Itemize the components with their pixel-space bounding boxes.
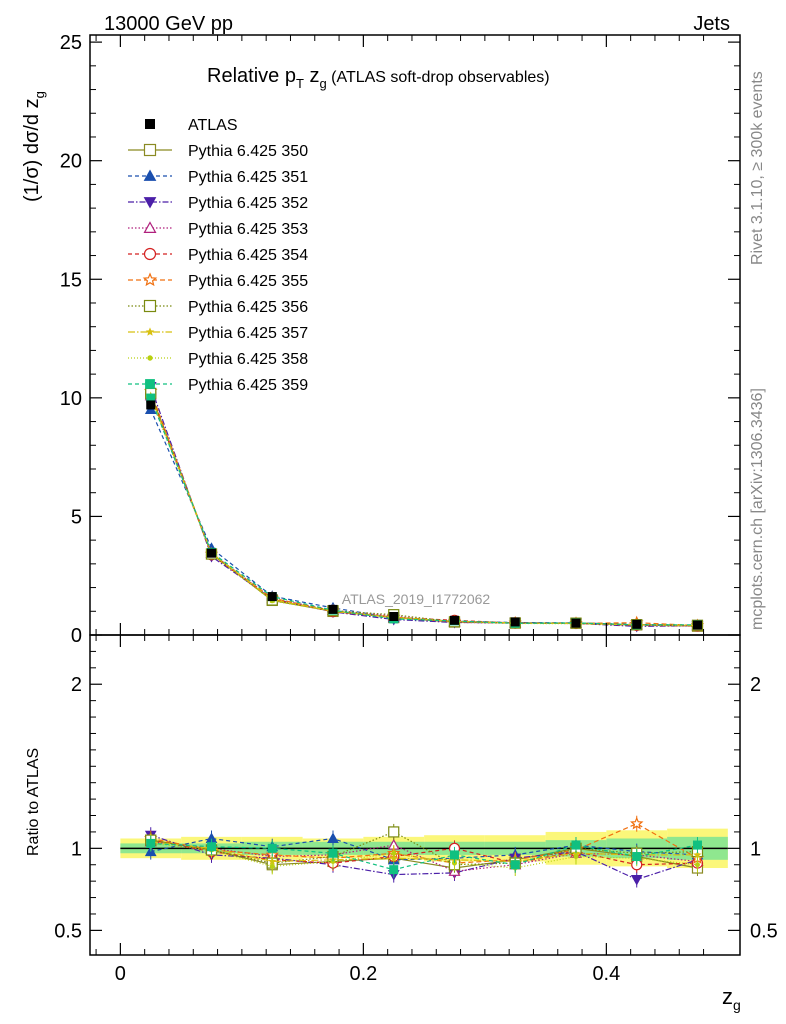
ratio-series-line <box>150 837 698 861</box>
rivet-label: Rivet 3.1.10, ≥ 300k events <box>749 71 766 265</box>
x-tick-label: 0.4 <box>592 963 620 985</box>
legend-entry: Pythia 6.425 357 <box>128 325 308 342</box>
analysis-watermark: ATLAS_2019_I1772062 <box>342 591 491 607</box>
ratio-point <box>328 848 338 858</box>
legend-marker <box>145 379 155 389</box>
x-tick-label: 0.2 <box>349 963 377 985</box>
series-line <box>150 409 698 626</box>
legend-marker <box>143 299 157 313</box>
data-point <box>449 615 459 625</box>
legend-label: ATLAS <box>188 117 238 134</box>
ratio-tick-label: 2 <box>71 674 82 696</box>
ratio-point <box>694 862 700 868</box>
ratio-point <box>389 865 399 875</box>
ratio-point <box>571 840 581 850</box>
legend-label: Pythia 6.425 357 <box>188 325 308 342</box>
ratio-point <box>267 843 277 853</box>
legend-entry: Pythia 6.425 356 <box>128 299 308 316</box>
ratio-y-axis-label: Ratio to ATLAS <box>25 748 42 856</box>
legend-label: Pythia 6.425 350 <box>188 143 308 160</box>
ratio-point <box>449 850 459 860</box>
legend-entry: Pythia 6.425 355 <box>128 272 308 290</box>
ratio-point <box>630 816 644 830</box>
ratio-tick-label-right: 1 <box>750 838 761 860</box>
ratio-point <box>693 850 702 859</box>
legend-label: Pythia 6.425 355 <box>188 273 308 290</box>
legend-marker <box>143 221 157 233</box>
data-point <box>267 592 277 602</box>
ratio-series-line <box>150 841 698 863</box>
legend-label: Pythia 6.425 354 <box>188 247 308 264</box>
ratio-point <box>388 826 400 838</box>
data-point <box>389 612 399 622</box>
ratio-frame <box>89 634 741 956</box>
data-point <box>510 617 520 627</box>
mcplots-label: mcplots.cern.ch [arXiv:1306.3436] <box>749 388 766 630</box>
legend-entry: Pythia 6.425 350 <box>128 143 308 160</box>
legend-marker <box>142 272 158 287</box>
ratio-tick-label: 0.5 <box>54 920 82 942</box>
ratio-tick-label-right: 0.5 <box>750 920 778 942</box>
data-point <box>146 400 156 410</box>
legend-label: Pythia 6.425 358 <box>188 351 308 368</box>
legend-entry: Pythia 6.425 351 <box>128 169 308 186</box>
ratio-tick-label-right: 2 <box>750 674 761 696</box>
legend-entry: Pythia 6.425 358 <box>128 351 308 368</box>
ratio-series-line <box>150 839 698 866</box>
ratio-point <box>632 852 642 862</box>
legend-marker <box>145 327 155 336</box>
legend-marker <box>143 143 157 157</box>
y-tick-label: 10 <box>60 388 82 410</box>
ratio-series-line <box>150 823 698 864</box>
legend-label: Pythia 6.425 353 <box>188 221 308 238</box>
ratio-series-line <box>150 842 698 871</box>
header-left: 13000 GeV pp <box>104 13 233 35</box>
y-tick-label: 15 <box>60 269 82 291</box>
ratio-point <box>573 854 579 860</box>
legend-label: Pythia 6.425 352 <box>188 195 308 212</box>
legend-label: Pythia 6.425 356 <box>188 299 308 316</box>
ratio-series-line <box>150 834 698 881</box>
legend-entry: Pythia 6.425 354 <box>128 247 308 264</box>
ratio-point <box>391 850 397 856</box>
y-tick-label: 25 <box>60 32 82 54</box>
data-point <box>632 619 642 629</box>
legend: ATLAS Pythia 6.425 350 Pythia 6.425 351 Pyt… <box>128 117 308 394</box>
data-point <box>571 618 581 628</box>
y-tick-label: 5 <box>71 506 82 528</box>
ratio-point <box>206 842 216 852</box>
data-point <box>328 604 338 614</box>
legend-label: Pythia 6.425 359 <box>188 377 308 394</box>
y-tick-label: 20 <box>60 151 82 173</box>
legend-marker <box>143 197 157 209</box>
y-tick-label: 0 <box>71 625 82 647</box>
ratio-panel-series <box>144 815 705 888</box>
legend-marker <box>143 247 157 261</box>
x-axis-label: zg <box>722 984 741 1013</box>
ratio-point <box>692 840 702 850</box>
legend-entry: Pythia 6.425 353 <box>128 221 308 238</box>
legend-entry-atlas: ATLAS <box>145 117 238 134</box>
chart-title: Relative pT zg (ATLAS soft-drop observab… <box>207 65 550 91</box>
ratio-series-line <box>150 839 698 869</box>
ratio-point <box>510 860 520 870</box>
data-point <box>206 548 216 558</box>
ratio-tick-label: 1 <box>71 838 82 860</box>
legend-entry: Pythia 6.425 352 <box>128 195 308 212</box>
legend-marker <box>143 169 157 181</box>
legend-marker <box>147 355 153 361</box>
ratio-point <box>327 832 339 843</box>
ratio-point <box>269 863 275 869</box>
data-point <box>692 620 702 630</box>
ratio-point <box>146 838 156 848</box>
y-axis-label: (1/σ) dσ/d zg <box>21 91 47 202</box>
ratio-point <box>630 875 643 886</box>
header-right: Jets <box>693 13 730 35</box>
legend-label: Pythia 6.425 351 <box>188 169 308 186</box>
legend-entry: Pythia 6.425 359 <box>128 377 308 394</box>
x-tick-label: 0 <box>115 963 126 985</box>
legend-marker <box>145 119 155 129</box>
